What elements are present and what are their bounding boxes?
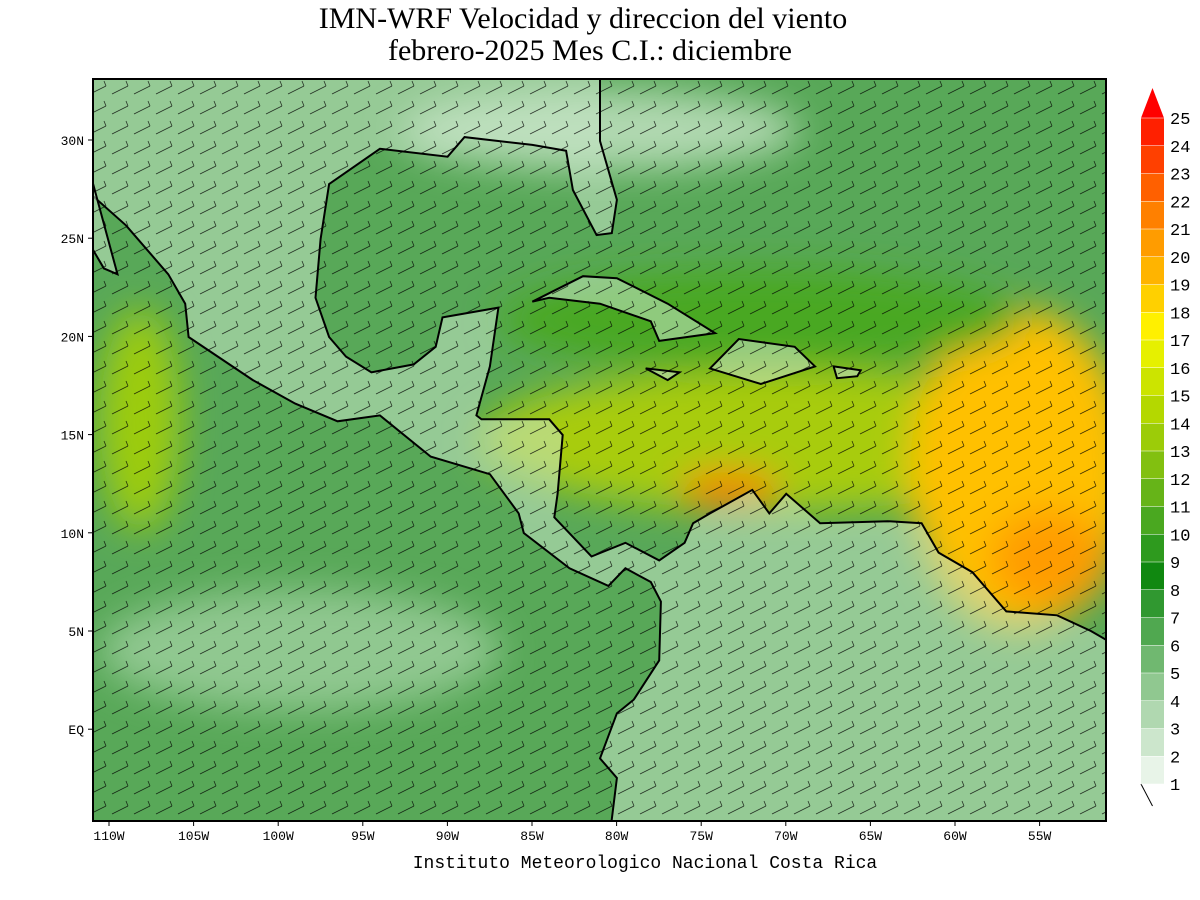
map-frame xyxy=(92,78,1107,822)
map-subtitle: febrero-2025 Mes C.I.: diciembre xyxy=(388,34,792,67)
lat-label: EQ xyxy=(68,723,84,738)
lon-label: 100W xyxy=(263,829,294,844)
lon-label: 55W xyxy=(1028,829,1052,844)
colorbar-box xyxy=(1141,201,1164,229)
colorbar-box xyxy=(1141,256,1164,285)
colorbar-label: 7 xyxy=(1170,611,1180,630)
colorbar-box xyxy=(1141,506,1164,535)
colorbar-label: 5 xyxy=(1170,666,1180,685)
colorbar-box xyxy=(1141,173,1164,202)
colorbar-box xyxy=(1141,534,1164,562)
colorbar-label: 14 xyxy=(1170,416,1190,435)
colorbar-box xyxy=(1141,700,1164,729)
colorbar-box xyxy=(1141,229,1164,257)
colorbar-triangle xyxy=(1141,88,1164,118)
colorbar-box xyxy=(1141,728,1164,757)
colorbar-label: 20 xyxy=(1170,250,1190,269)
map-title: IMN-WRF Velocidad y direccion del viento xyxy=(319,2,848,35)
lon-label: 105W xyxy=(178,829,209,844)
lat-label: 15N xyxy=(61,429,84,444)
colorbar-label: 21 xyxy=(1170,222,1190,241)
colorbar-label: 18 xyxy=(1170,305,1190,324)
colorbar-label: 6 xyxy=(1170,638,1180,657)
lat-label: 10N xyxy=(61,527,84,542)
lon-label: 65W xyxy=(859,829,883,844)
lon-label: 90W xyxy=(436,829,460,844)
colorbar-box xyxy=(1141,756,1164,784)
colorbar-label: 23 xyxy=(1170,167,1190,186)
colorbar-label: 4 xyxy=(1170,694,1180,713)
lat-label: 25N xyxy=(61,232,84,247)
colorbar-box xyxy=(1141,312,1164,340)
colorbar-label: 2 xyxy=(1170,749,1180,768)
colorbar-label: 1 xyxy=(1170,777,1180,796)
colorbar-label: 19 xyxy=(1170,278,1190,297)
colorbar-box xyxy=(1141,562,1164,590)
colorbar-box xyxy=(1141,673,1164,701)
colorbar-box xyxy=(1141,395,1164,424)
lon-label: 80W xyxy=(605,829,629,844)
colorbar-box xyxy=(1141,145,1164,174)
colorbar-label: 24 xyxy=(1170,139,1190,158)
colorbar-box xyxy=(1141,284,1164,313)
lon-label: 75W xyxy=(689,829,713,844)
lon-label: 95W xyxy=(351,829,375,844)
colorbar-label: 9 xyxy=(1170,555,1180,574)
colorbar-box xyxy=(1141,589,1164,618)
colorbar-box xyxy=(1141,367,1164,396)
colorbar-box xyxy=(1141,451,1164,479)
map-area xyxy=(93,79,1106,821)
colorbar-label: 22 xyxy=(1170,194,1190,213)
colorbar-label: 25 xyxy=(1170,111,1190,130)
colorbar-box xyxy=(1141,340,1164,368)
colorbar-label: 13 xyxy=(1170,444,1190,463)
lat-label: 30N xyxy=(61,134,84,149)
lat-label: 20N xyxy=(61,330,84,345)
colorbar-box xyxy=(1141,423,1164,451)
lon-label: 70W xyxy=(774,829,798,844)
footer: Instituto Meteorologico Nacional Costa R… xyxy=(413,854,878,874)
colorbar-label: 15 xyxy=(1170,389,1190,408)
lat-label: 5N xyxy=(68,625,84,640)
colorbar-label: 12 xyxy=(1170,472,1190,491)
colorbar-box xyxy=(1141,118,1164,146)
colorbar-box xyxy=(1141,478,1164,507)
lon-label: 110W xyxy=(93,829,124,844)
lon-label: 60W xyxy=(943,829,967,844)
colorbar-box xyxy=(1141,617,1164,646)
colorbar-label: 17 xyxy=(1170,333,1190,352)
colorbar-label: 16 xyxy=(1170,361,1190,380)
lon-label: 85W xyxy=(520,829,544,844)
colorbar-label: 8 xyxy=(1170,583,1180,602)
colorbar-tail xyxy=(1140,783,1153,807)
colorbar-label: 10 xyxy=(1170,527,1190,546)
colorbar-box xyxy=(1141,645,1164,673)
colorbar-label: 11 xyxy=(1170,500,1190,519)
colorbar-label: 3 xyxy=(1170,722,1180,741)
wind-barbs xyxy=(93,79,1106,821)
